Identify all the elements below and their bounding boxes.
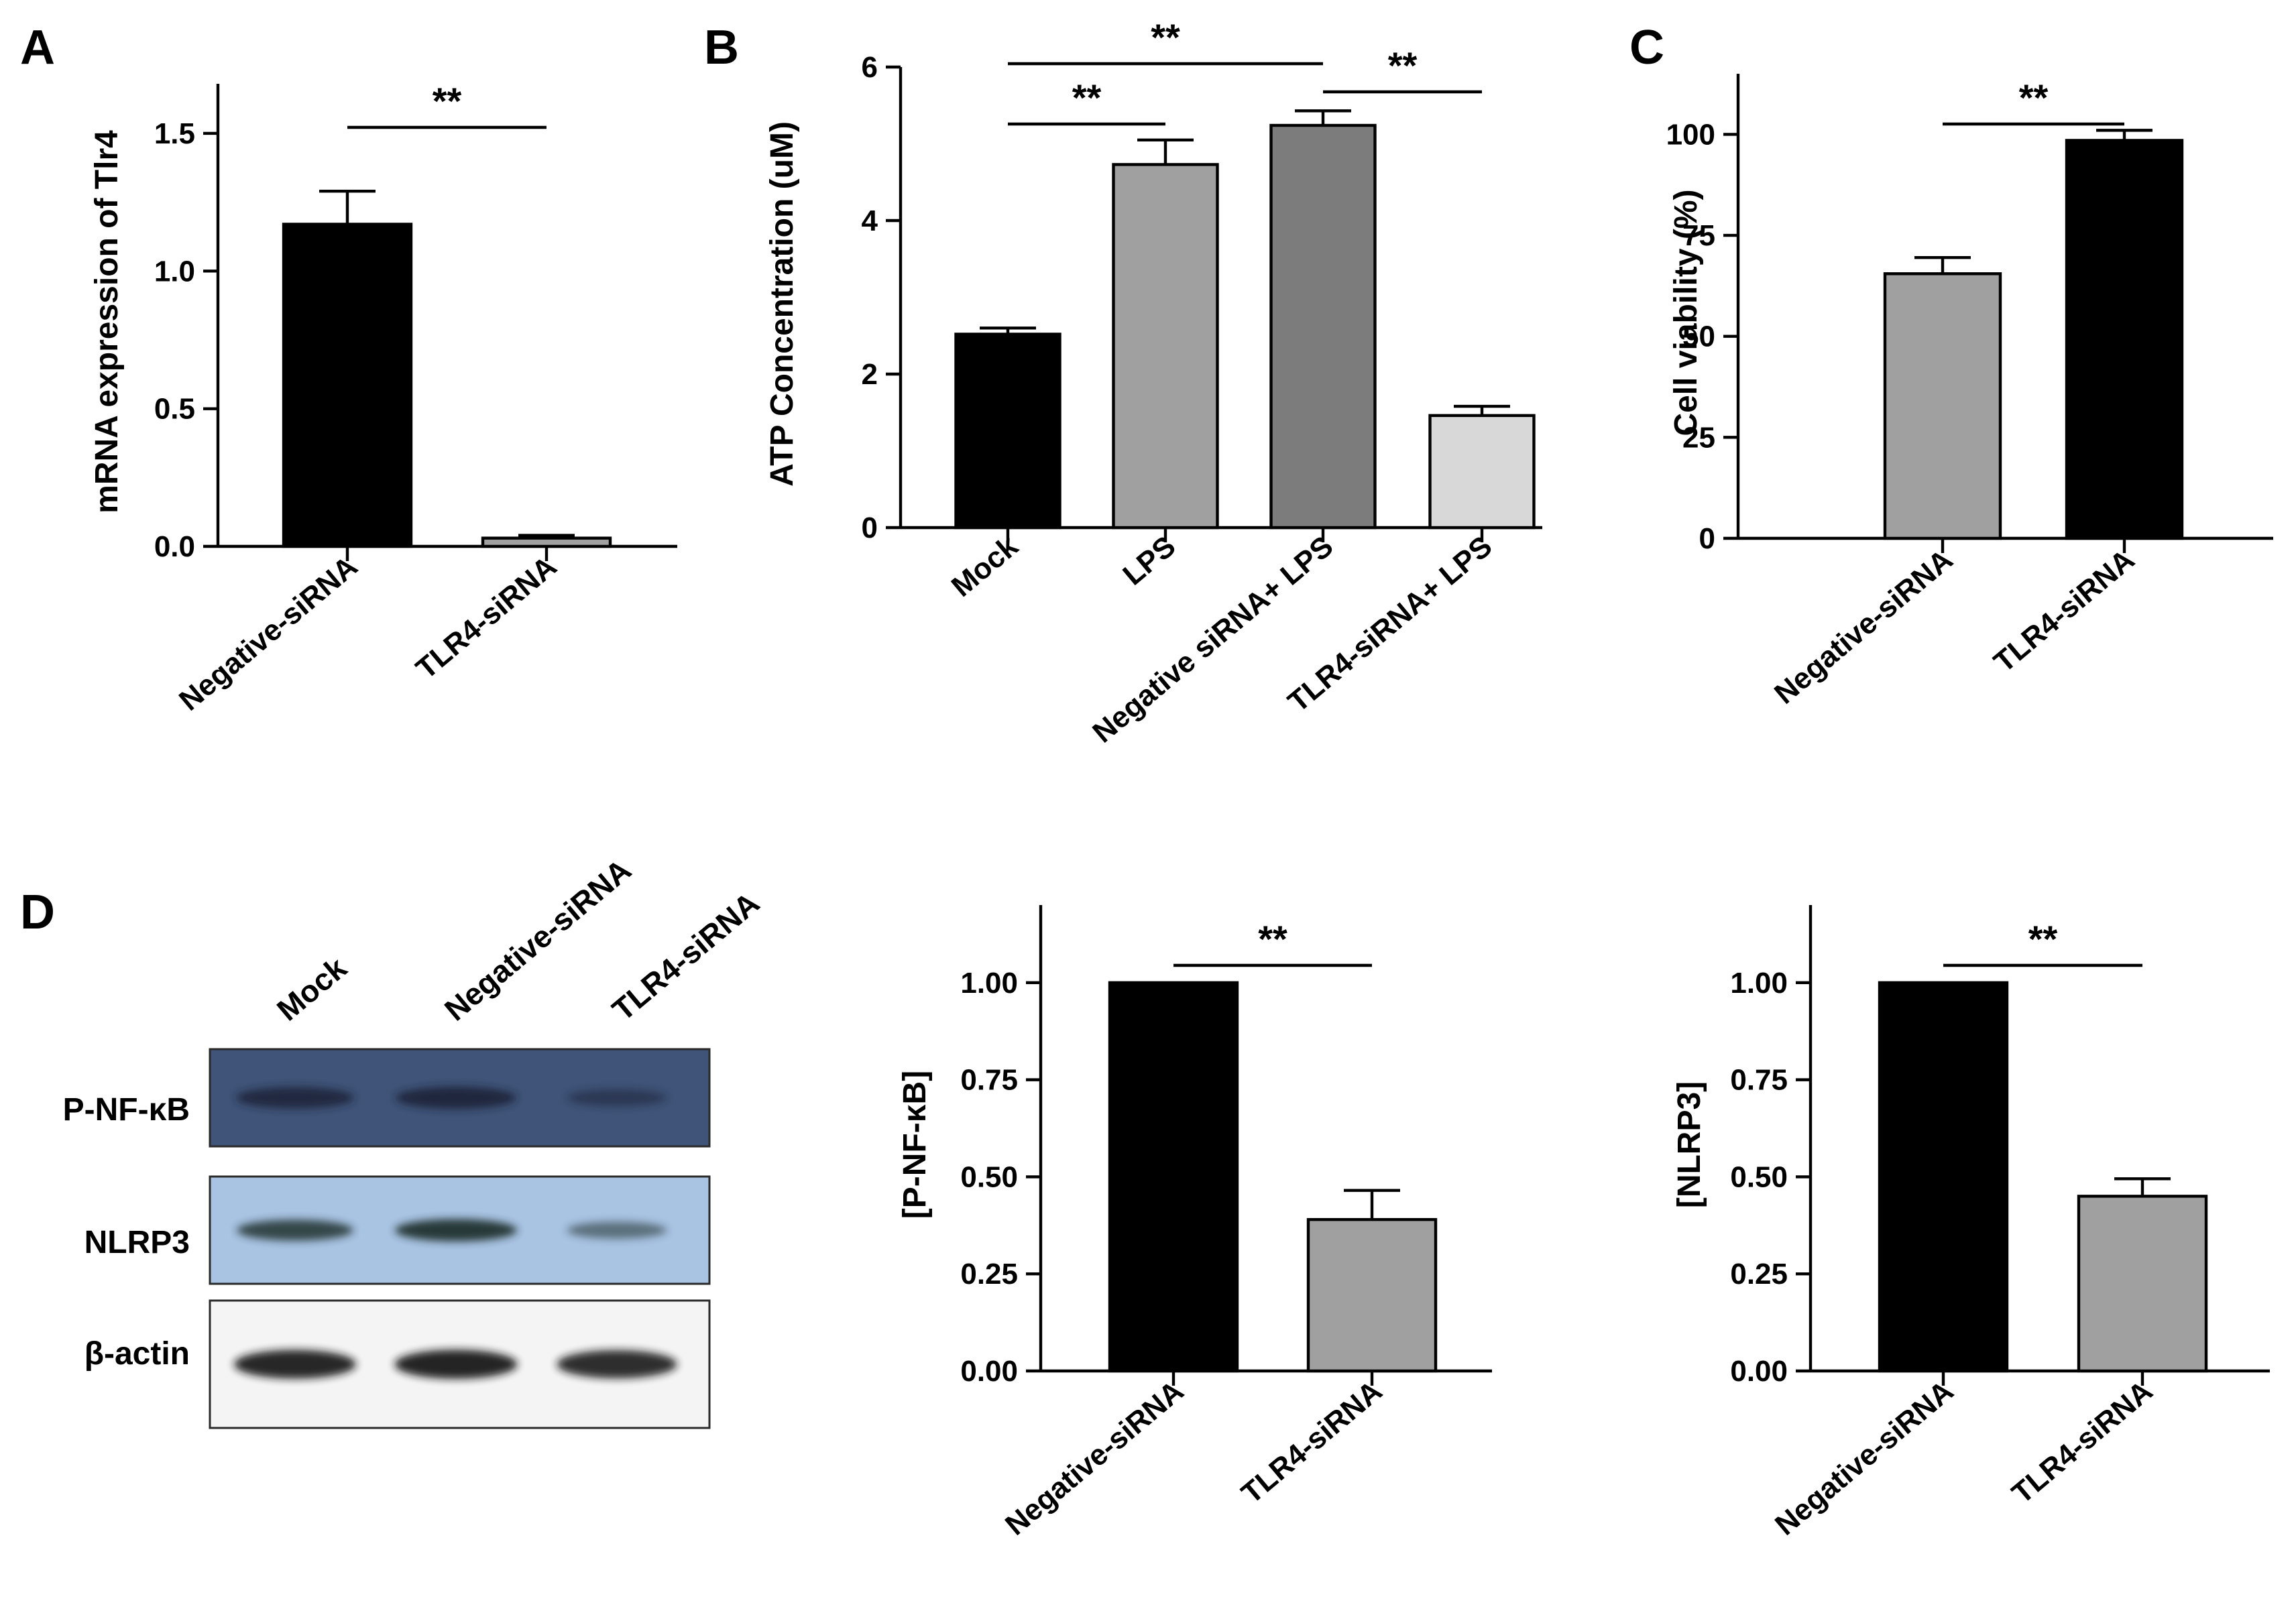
bar bbox=[1112, 163, 1219, 530]
bar bbox=[1878, 981, 2009, 1373]
blot-band bbox=[394, 1219, 518, 1242]
y-tick-label: 0.0 bbox=[154, 530, 195, 563]
y-tick-label: 0 bbox=[862, 512, 878, 544]
y-tick-label: 25 bbox=[1682, 421, 1715, 454]
y-tick-label: 1.0 bbox=[154, 255, 195, 288]
blot-band bbox=[237, 1219, 353, 1241]
significance-label: ** bbox=[1151, 16, 1180, 58]
blot-band bbox=[567, 1089, 667, 1107]
blot-band bbox=[557, 1350, 677, 1379]
y-axis-label: mRNA expression of Tlr4 bbox=[89, 130, 125, 514]
blot-band bbox=[567, 1221, 667, 1239]
y-axis-label: [NLRP3] bbox=[1672, 1081, 1707, 1208]
y-axis-label: ATP Concentration (uM) bbox=[764, 121, 800, 487]
y-tick-label: 50 bbox=[1682, 320, 1715, 353]
y-tick-label: 100 bbox=[1666, 118, 1715, 151]
bar bbox=[1269, 123, 1377, 530]
blot-band bbox=[395, 1087, 517, 1109]
blot-row-label: β-actin bbox=[84, 1336, 190, 1372]
blot-row-label: P-NF-κB bbox=[63, 1092, 190, 1128]
bar bbox=[1306, 1217, 1438, 1373]
y-tick-label: 1.00 bbox=[960, 967, 1018, 1000]
y-axis-label: Cell viability (%) bbox=[1668, 189, 1704, 436]
y-tick-label: 0.75 bbox=[1730, 1064, 1788, 1097]
bar bbox=[1428, 414, 1536, 530]
bar bbox=[282, 223, 413, 548]
y-tick-label: 0.50 bbox=[960, 1160, 1018, 1193]
y-tick-label: 1.5 bbox=[154, 117, 195, 150]
y-tick-label: 0.5 bbox=[154, 393, 195, 426]
significance-label: ** bbox=[433, 80, 462, 122]
y-tick-label: 0.00 bbox=[960, 1355, 1018, 1388]
bar bbox=[1883, 272, 2002, 540]
y-tick-label: 0.25 bbox=[1730, 1258, 1788, 1291]
significance-label: ** bbox=[1388, 44, 1418, 86]
y-tick-label: 75 bbox=[1682, 219, 1715, 252]
significance-label: ** bbox=[2019, 76, 2049, 119]
significance-label: ** bbox=[1072, 76, 1102, 119]
y-axis-label: [P-NF-κB] bbox=[897, 1071, 933, 1219]
panel-letter-c: C bbox=[1629, 21, 1664, 74]
bar bbox=[954, 333, 1061, 530]
blot-band bbox=[233, 1350, 357, 1379]
panel-letter-a: A bbox=[20, 21, 55, 74]
blot-band bbox=[394, 1350, 518, 1379]
y-tick-label: 0.00 bbox=[1730, 1355, 1788, 1388]
y-tick-label: 1.00 bbox=[1730, 967, 1788, 1000]
blot-row-label: NLRP3 bbox=[84, 1225, 190, 1260]
bar bbox=[481, 536, 612, 548]
y-tick-label: 0 bbox=[1699, 522, 1715, 555]
y-tick-label: 2 bbox=[862, 358, 878, 391]
panel-letter-d: D bbox=[20, 886, 55, 939]
panel-letter-b: B bbox=[704, 21, 739, 74]
y-tick-label: 6 bbox=[862, 51, 878, 84]
significance-label: ** bbox=[1258, 918, 1287, 960]
y-tick-label: 0.50 bbox=[1730, 1160, 1788, 1193]
y-tick-label: 4 bbox=[862, 204, 878, 237]
y-tick-label: 0.75 bbox=[960, 1064, 1018, 1097]
blot-band bbox=[235, 1087, 355, 1109]
bar bbox=[1108, 981, 1239, 1373]
y-tick-label: 0.25 bbox=[960, 1258, 1018, 1291]
bar bbox=[2065, 139, 2184, 540]
bar bbox=[2077, 1195, 2208, 1373]
significance-label: ** bbox=[2028, 918, 2058, 960]
